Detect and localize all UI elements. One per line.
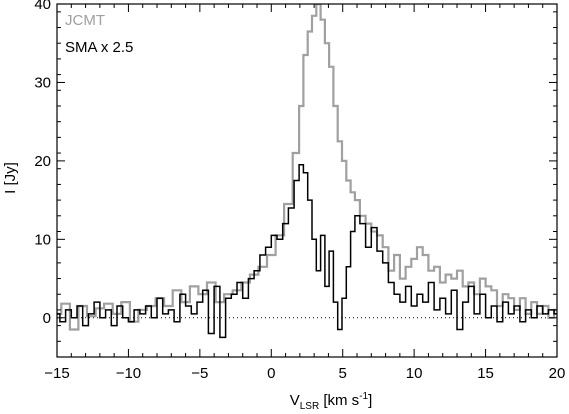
plot-frame bbox=[56, 3, 558, 358]
x-tick-label: 10 bbox=[406, 365, 423, 382]
y-tick-label: 0 bbox=[43, 310, 51, 327]
x-tick-label: −5 bbox=[191, 365, 208, 382]
jcmt-spectrum-line bbox=[57, 4, 557, 331]
sma-spectrum-line bbox=[57, 164, 557, 339]
x-tick-label: −10 bbox=[116, 365, 141, 382]
x-tick-label: 0 bbox=[267, 365, 275, 382]
x-tick-label: 15 bbox=[477, 365, 494, 382]
y-axis-title: I [Jy] bbox=[2, 162, 19, 194]
x-axis: −15 −10 −5 0 5 10 15 20 bbox=[44, 4, 565, 382]
y-axis: 0 10 20 30 40 bbox=[34, 0, 557, 358]
y-tick-label: 20 bbox=[34, 153, 51, 170]
y-tick-label: 30 bbox=[34, 74, 51, 91]
x-tick-label: 20 bbox=[549, 365, 566, 382]
legend-jcmt: JCMT bbox=[65, 12, 105, 29]
y-tick-label: 40 bbox=[34, 0, 51, 13]
x-tick-label: 5 bbox=[339, 365, 347, 382]
legend-sma: SMA x 2.5 bbox=[65, 39, 133, 56]
x-tick-label: −15 bbox=[44, 365, 69, 382]
x-axis-title: VLSR [km s-1] bbox=[290, 391, 373, 412]
y-tick-label: 10 bbox=[34, 231, 51, 248]
